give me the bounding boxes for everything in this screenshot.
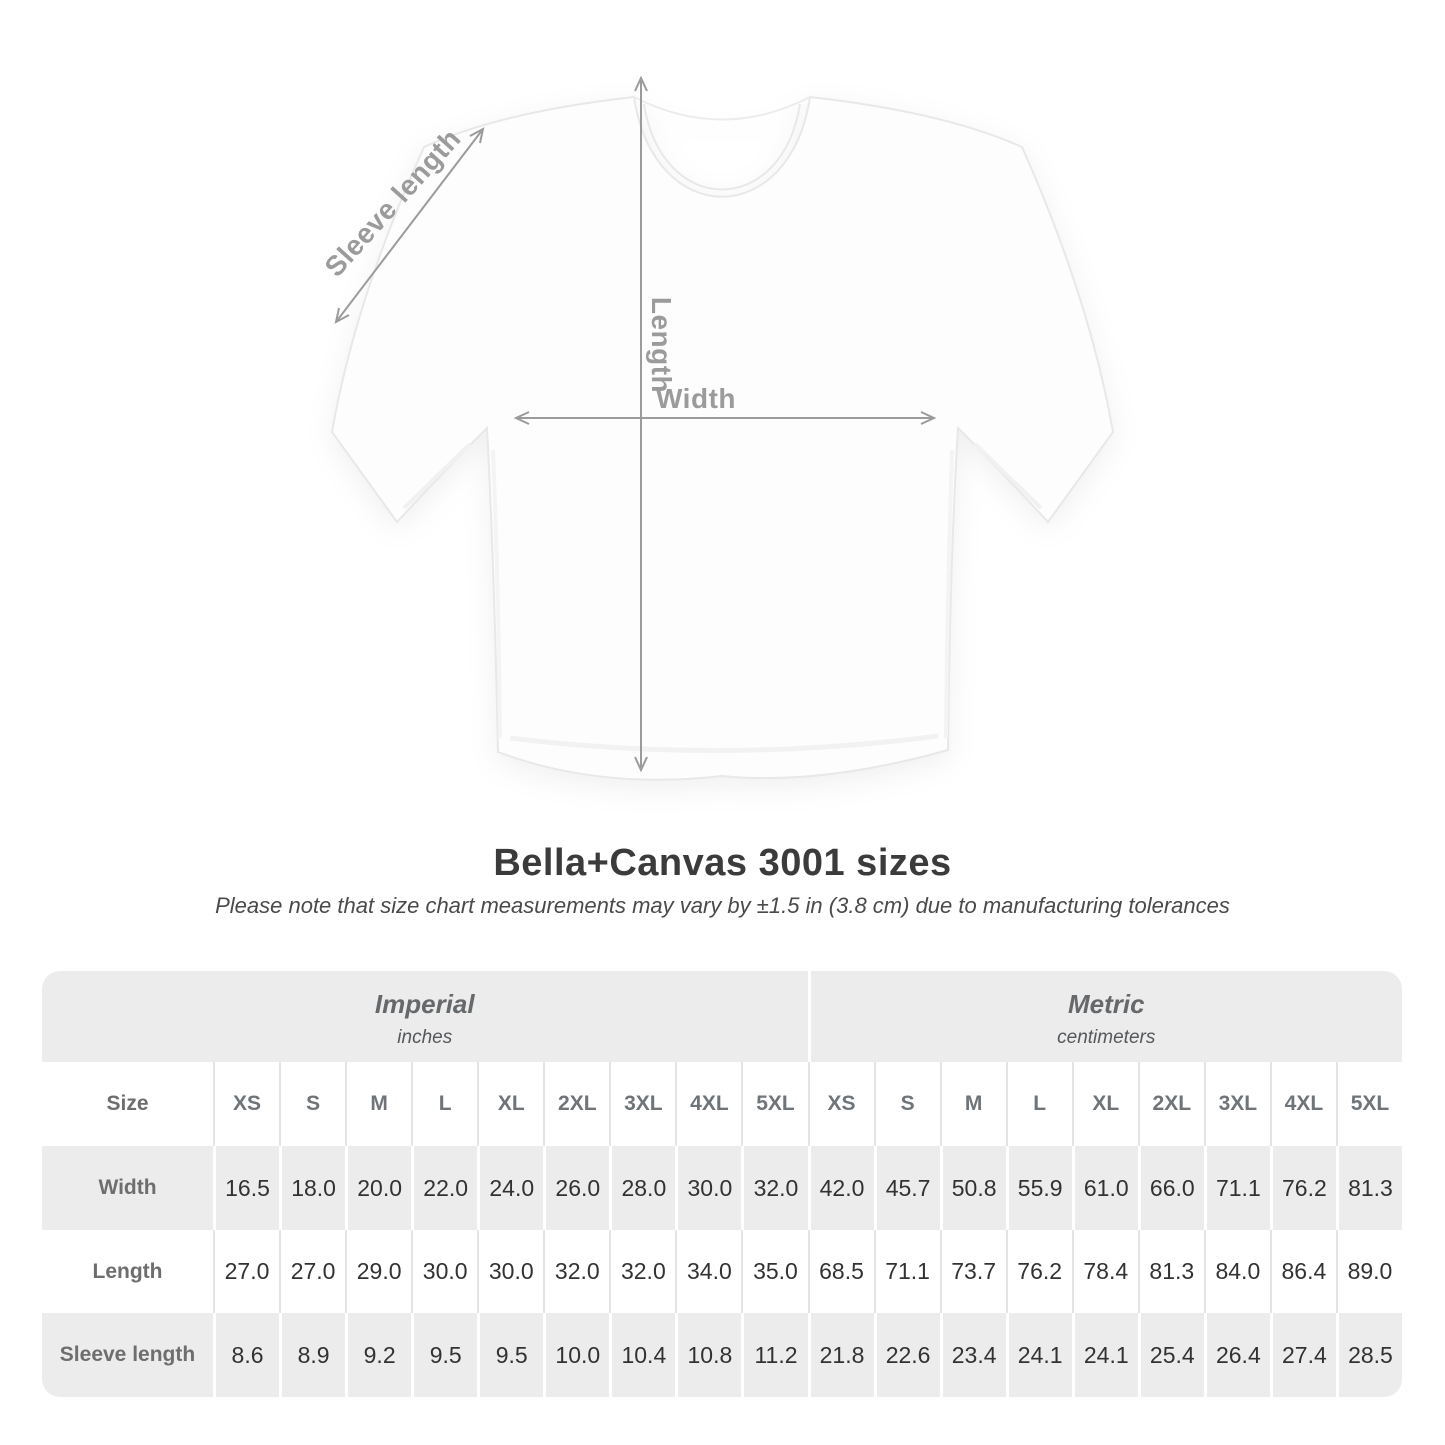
size-row-label: Size	[42, 1062, 213, 1146]
value-cell: 24.1	[1005, 1313, 1072, 1397]
value-cell: 61.0	[1071, 1146, 1138, 1230]
value-cell: 78.4	[1071, 1230, 1138, 1313]
page-title: Bella+Canvas 3001 sizes	[493, 842, 952, 884]
value-cell: 30.0	[477, 1230, 544, 1313]
value-cell: 32.0	[609, 1230, 676, 1313]
group-unit: centimeters	[1057, 1026, 1156, 1048]
value-cell: 76.2	[1005, 1230, 1072, 1313]
width-arrow	[513, 411, 937, 425]
value-cell: 26.4	[1203, 1313, 1270, 1397]
value-cell: 27.0	[213, 1230, 280, 1313]
value-cell: 28.0	[609, 1146, 676, 1230]
tshirt-measurement-diagram: Sleeve length Length Width	[319, 75, 1115, 781]
value-cell: 45.7	[873, 1146, 940, 1230]
size-header: 3XL	[609, 1062, 676, 1146]
value-cell: 9.5	[411, 1313, 478, 1397]
value-cell: 34.0	[675, 1230, 742, 1313]
size-header: XS	[213, 1062, 280, 1146]
value-cell: 32.0	[741, 1146, 808, 1230]
length-label: Length	[646, 296, 677, 394]
value-cell: 23.4	[939, 1313, 1006, 1397]
value-cell: 24.1	[1071, 1313, 1138, 1397]
value-cell: 89.0	[1335, 1230, 1402, 1313]
size-header: XS	[807, 1062, 874, 1146]
value-cell: 21.8	[807, 1313, 874, 1397]
value-cell: 11.2	[741, 1313, 808, 1397]
width-label: Width	[656, 383, 736, 414]
value-cell: 20.0	[345, 1146, 412, 1230]
value-cell: 16.5	[213, 1146, 280, 1230]
value-cell: 8.9	[279, 1313, 346, 1397]
value-cell: 55.9	[1005, 1146, 1072, 1230]
value-cell: 29.0	[345, 1230, 412, 1313]
value-cell: 8.6	[213, 1313, 280, 1397]
size-header: 2XL	[1137, 1062, 1204, 1146]
size-header: S	[279, 1062, 346, 1146]
value-cell: 24.0	[477, 1146, 544, 1230]
size-header: 2XL	[543, 1062, 610, 1146]
value-cell: 68.5	[807, 1230, 874, 1313]
value-cell: 28.5	[1335, 1313, 1402, 1397]
tshirt-shape	[330, 95, 1115, 781]
row-label: Width	[42, 1146, 213, 1230]
value-cell: 32.0	[543, 1230, 610, 1313]
size-table: Imperial inches Metric centimeters Size XS S M L…	[42, 971, 1402, 1397]
value-cell: 86.4	[1269, 1230, 1336, 1313]
group-unit: inches	[397, 1026, 453, 1048]
size-header: M	[939, 1062, 1006, 1146]
value-cell: 9.5	[477, 1313, 544, 1397]
value-cell: 35.0	[741, 1230, 808, 1313]
value-cell: 30.0	[675, 1146, 742, 1230]
value-cell: 26.0	[543, 1146, 610, 1230]
row-label: Sleeve length	[42, 1313, 213, 1397]
imperial-group-header: Imperial inches	[42, 971, 808, 1062]
size-header: 4XL	[1269, 1062, 1336, 1146]
value-cell: 22.6	[873, 1313, 940, 1397]
value-cell: 42.0	[807, 1146, 874, 1230]
value-cell: 22.0	[411, 1146, 478, 1230]
value-cell: 66.0	[1137, 1146, 1204, 1230]
value-cell: 27.0	[279, 1230, 346, 1313]
value-cell: 25.4	[1137, 1313, 1204, 1397]
value-cell: 71.1	[873, 1230, 940, 1313]
size-header: XL	[477, 1062, 544, 1146]
size-header: 5XL	[741, 1062, 808, 1146]
value-cell: 10.4	[609, 1313, 676, 1397]
value-cell: 81.3	[1137, 1230, 1204, 1313]
value-cell: 50.8	[939, 1146, 1006, 1230]
row-label: Length	[42, 1230, 213, 1313]
size-header: 3XL	[1203, 1062, 1270, 1146]
value-cell: 76.2	[1269, 1146, 1336, 1230]
value-cell: 73.7	[939, 1230, 1006, 1313]
value-cell: 71.1	[1203, 1146, 1270, 1230]
group-title: Metric	[1067, 988, 1145, 1019]
size-header: 4XL	[675, 1062, 742, 1146]
value-cell: 81.3	[1335, 1146, 1402, 1230]
group-title: Imperial	[374, 988, 475, 1019]
value-cell: 10.0	[543, 1313, 610, 1397]
value-cell: 18.0	[279, 1146, 346, 1230]
size-header: S	[873, 1062, 940, 1146]
tshirt-image	[330, 75, 1115, 781]
value-cell: 10.8	[675, 1313, 742, 1397]
size-header: XL	[1071, 1062, 1138, 1146]
metric-group-header: Metric centimeters	[807, 971, 1402, 1062]
size-header: L	[411, 1062, 478, 1146]
size-header: 5XL	[1335, 1062, 1402, 1146]
size-header: M	[345, 1062, 412, 1146]
value-cell: 9.2	[345, 1313, 412, 1397]
value-cell: 84.0	[1203, 1230, 1270, 1313]
sleeve-length-arrow	[334, 127, 485, 324]
page-subtitle: Please note that size chart measurements…	[215, 893, 1230, 918]
size-header: L	[1005, 1062, 1072, 1146]
length-arrow	[634, 75, 648, 773]
value-cell: 27.4	[1269, 1313, 1336, 1397]
value-cell: 30.0	[411, 1230, 478, 1313]
